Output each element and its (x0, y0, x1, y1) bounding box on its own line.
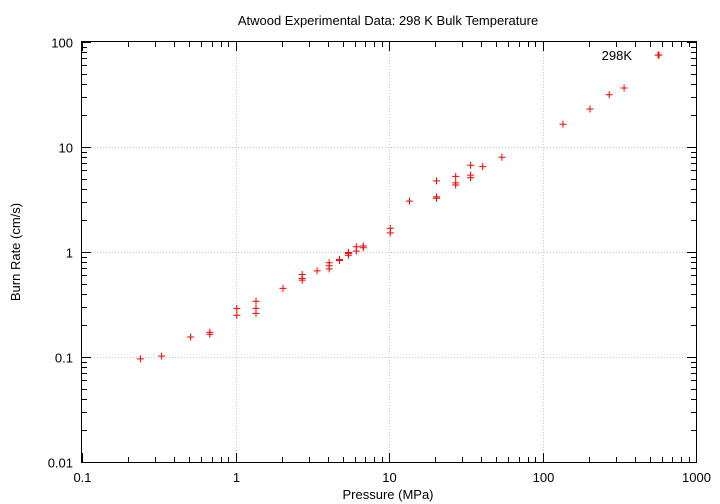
data-point (206, 328, 214, 336)
data-point (359, 242, 367, 250)
data-point (605, 91, 613, 99)
x-tick-label: 0.1 (73, 470, 91, 485)
data-point (479, 163, 487, 171)
data-point (467, 161, 475, 169)
data-point (252, 297, 260, 305)
data-point (498, 153, 506, 161)
data-point (433, 177, 440, 185)
x-tick-label: 10 (382, 470, 396, 485)
x-axis-title: Pressure (MPa) (342, 487, 433, 502)
y-tick-label: 100 (51, 36, 73, 51)
data-point (298, 271, 306, 278)
data-point (336, 255, 343, 263)
x-tick-label: 1000 (682, 470, 711, 485)
data-point (352, 243, 360, 251)
data-point (187, 333, 195, 341)
data-point (386, 224, 394, 232)
data-point (586, 105, 594, 113)
data-point (433, 193, 440, 201)
data-point (233, 311, 241, 319)
legend: 298K (602, 48, 663, 63)
legend-label: 298K (602, 48, 633, 63)
data-point (452, 172, 460, 180)
data-point (620, 84, 628, 92)
y-tick-label: 0.1 (55, 351, 73, 366)
data-point (279, 284, 287, 292)
plot-frame (81, 41, 697, 463)
data-point (313, 267, 321, 275)
data-point (344, 249, 352, 256)
data-points (136, 51, 662, 363)
chart-title: Atwood Experimental Data: 298 K Bulk Tem… (238, 13, 538, 28)
y-tick-label: 0.01 (48, 456, 73, 471)
y-axis-title: Burn Rate (cm/s) (8, 203, 23, 301)
grid (82, 42, 696, 462)
y-tick-label: 10 (59, 141, 73, 156)
x-tick-label: 1 (233, 470, 240, 485)
data-point (252, 304, 260, 312)
data-point (158, 352, 166, 360)
data-point (136, 355, 144, 363)
legend-marker (655, 51, 663, 59)
data-point (325, 259, 333, 267)
data-point (406, 197, 413, 205)
data-point (467, 171, 475, 179)
data-point (559, 120, 567, 128)
data-point (452, 179, 460, 187)
y-tick-label: 1 (66, 246, 73, 261)
x-tick-label: 100 (533, 470, 555, 485)
data-point (233, 304, 241, 312)
